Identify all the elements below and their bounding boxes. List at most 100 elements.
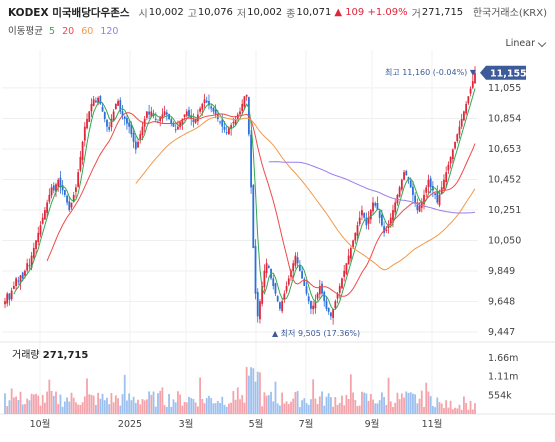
ma-5-label: 5 bbox=[49, 26, 56, 37]
candle-body bbox=[90, 103, 93, 112]
volume-bar bbox=[236, 387, 239, 414]
y-tick-label: 9,648 bbox=[488, 296, 515, 307]
candle-body bbox=[228, 128, 230, 135]
volume-bar bbox=[378, 400, 381, 414]
candle-body bbox=[170, 119, 173, 124]
volume-panel-value: 271,715 bbox=[42, 350, 89, 361]
candle-body bbox=[81, 141, 84, 160]
candle-body bbox=[126, 118, 128, 124]
candle-body bbox=[296, 257, 299, 264]
ma-60-label: 60 bbox=[81, 26, 94, 37]
x-tick-label: 7월 bbox=[299, 418, 314, 430]
volume-bar bbox=[225, 406, 228, 414]
candle-body bbox=[454, 141, 456, 149]
volume-bar bbox=[139, 404, 142, 414]
volume-bar bbox=[314, 398, 317, 414]
scale-mode-selector[interactable]: Linear bbox=[505, 38, 535, 49]
volume-bar bbox=[101, 393, 104, 414]
candle-body bbox=[92, 99, 95, 107]
volume-bar bbox=[70, 392, 73, 414]
candle-body bbox=[70, 202, 73, 208]
volume-bar bbox=[467, 409, 470, 414]
current-price-label: 11,155 bbox=[490, 68, 527, 79]
candle-body bbox=[236, 114, 239, 120]
candle-body bbox=[77, 172, 80, 187]
volume-bar bbox=[294, 392, 297, 414]
candle-body bbox=[463, 111, 465, 121]
volume-bar bbox=[35, 393, 37, 414]
candle-body bbox=[443, 179, 445, 190]
volume-bar bbox=[332, 406, 335, 414]
candle-body bbox=[75, 187, 77, 192]
volume-bar bbox=[106, 397, 108, 414]
instrument-name[interactable]: KODEX 미국배당다우존스 bbox=[8, 6, 130, 19]
volume-bar bbox=[312, 379, 315, 414]
volume-bar bbox=[276, 403, 279, 414]
candle-body bbox=[389, 217, 392, 224]
ma-legend[interactable]: 이동평균 5 20 60 120 bbox=[8, 23, 122, 37]
candle-body bbox=[438, 194, 441, 206]
candle-body bbox=[323, 291, 326, 302]
volume-bar bbox=[458, 404, 461, 414]
candle-body bbox=[378, 211, 381, 218]
candle-body bbox=[63, 190, 66, 195]
candle-body bbox=[145, 111, 148, 118]
volume-bar bbox=[263, 392, 266, 414]
candle-body bbox=[221, 119, 224, 127]
volume-bar bbox=[303, 398, 306, 414]
volume-bar bbox=[26, 398, 29, 414]
candle-body bbox=[458, 126, 461, 135]
candle-body bbox=[121, 111, 124, 117]
ma-20-line bbox=[46, 112, 476, 297]
volume-bar bbox=[338, 402, 341, 414]
candle-body bbox=[412, 186, 414, 195]
candle-body bbox=[356, 225, 359, 236]
volume-bar bbox=[21, 404, 24, 414]
candle-body bbox=[12, 286, 15, 289]
candle-body bbox=[163, 111, 166, 116]
candle-body bbox=[123, 116, 126, 120]
candle-body bbox=[245, 94, 248, 97]
volume-bar bbox=[75, 402, 77, 414]
candle-body bbox=[436, 192, 439, 203]
y-tick-label: 9,447 bbox=[488, 327, 515, 338]
candle-body bbox=[4, 301, 6, 305]
candle-body bbox=[447, 164, 450, 171]
candle-body bbox=[427, 179, 430, 187]
candle-body bbox=[259, 301, 261, 320]
x-tick-label: 5월 bbox=[249, 418, 264, 430]
volume-bar bbox=[316, 404, 319, 414]
volume-value: 271,715 bbox=[421, 6, 464, 18]
candle-body bbox=[467, 96, 470, 104]
volume-bar bbox=[12, 397, 15, 414]
candle-body bbox=[239, 111, 241, 115]
volume-bar bbox=[409, 392, 412, 414]
candle-body bbox=[88, 111, 91, 122]
candle-body bbox=[101, 106, 104, 112]
volume-bar bbox=[465, 402, 468, 414]
candle-body bbox=[414, 195, 417, 203]
candle-body bbox=[283, 293, 286, 300]
volume-bar bbox=[88, 394, 91, 414]
volume-bar bbox=[219, 402, 221, 414]
close-label: 종 bbox=[286, 8, 296, 20]
candle-body bbox=[66, 195, 68, 203]
volume-bar bbox=[181, 405, 184, 414]
candle-body bbox=[383, 226, 386, 233]
volume-bar bbox=[325, 396, 328, 414]
volume-bar bbox=[274, 381, 277, 414]
volume-bar bbox=[245, 367, 248, 414]
volume-bar bbox=[440, 403, 443, 414]
candle-body bbox=[423, 194, 425, 205]
candle-body bbox=[128, 122, 131, 127]
candle-body bbox=[61, 185, 64, 191]
volume-bar bbox=[108, 404, 111, 414]
volume-bar bbox=[179, 394, 182, 414]
candle-body bbox=[208, 101, 210, 106]
candle-body bbox=[137, 141, 139, 148]
volume-bar bbox=[201, 398, 204, 414]
volume-bar bbox=[347, 398, 350, 414]
volume-bar bbox=[398, 399, 401, 414]
volume-bar bbox=[247, 375, 250, 414]
